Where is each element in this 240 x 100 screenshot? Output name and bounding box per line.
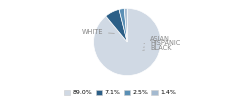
Text: WHITE: WHITE <box>82 29 114 35</box>
Wedge shape <box>106 9 127 42</box>
Wedge shape <box>119 8 127 42</box>
Legend: 89.0%, 7.1%, 2.5%, 1.4%: 89.0%, 7.1%, 2.5%, 1.4% <box>64 89 176 96</box>
Text: ASIAN: ASIAN <box>144 36 170 44</box>
Text: HISPANIC: HISPANIC <box>143 40 180 47</box>
Wedge shape <box>94 8 161 76</box>
Wedge shape <box>124 8 127 42</box>
Text: BLACK: BLACK <box>143 45 172 51</box>
